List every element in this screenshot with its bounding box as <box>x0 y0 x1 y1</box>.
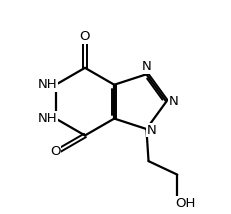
Text: N: N <box>141 60 151 73</box>
Text: N: N <box>168 95 178 108</box>
Text: N: N <box>146 124 156 137</box>
Text: NH: NH <box>37 112 57 125</box>
Text: O: O <box>79 30 90 43</box>
Text: O: O <box>50 144 61 158</box>
Text: NH: NH <box>37 78 57 91</box>
Text: OH: OH <box>174 197 195 210</box>
